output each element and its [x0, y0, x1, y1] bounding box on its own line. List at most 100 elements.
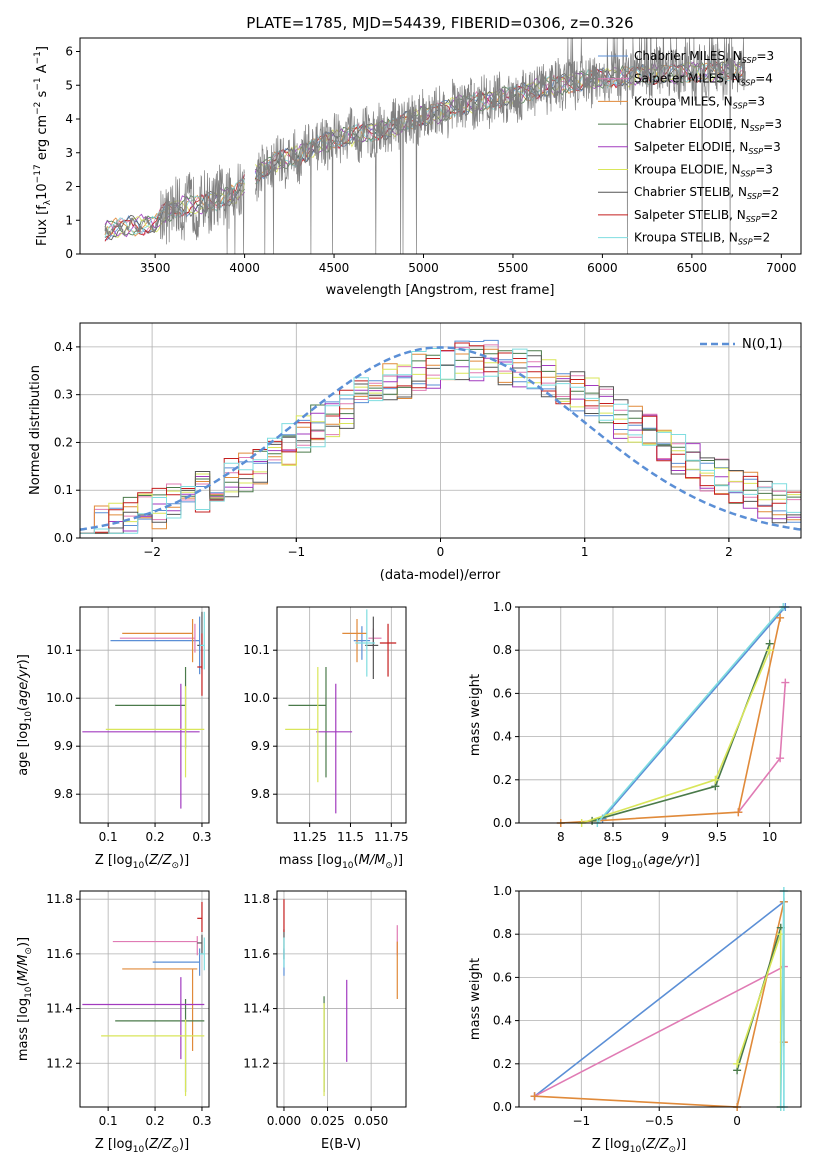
- x-tick-label: 11.5: [337, 830, 364, 844]
- y-tick-label: 10.0: [243, 691, 270, 705]
- x-tick-label: 4000: [229, 261, 260, 275]
- legend-label: Kroupa MILES, NSSP=3: [634, 94, 765, 110]
- x-tick-label: 7000: [766, 261, 797, 275]
- x-tick-label: 0.3: [192, 830, 211, 844]
- y-tick-label: 9.9: [54, 739, 73, 753]
- x-tick-label: −2: [143, 545, 161, 559]
- x-tick-label: −0.5: [645, 1114, 674, 1128]
- x-tick-label: 8.5: [603, 830, 622, 844]
- legend-label: Kroupa ELODIE, NSSP=3: [634, 163, 773, 179]
- x-tick-label: 0.1: [99, 1114, 118, 1128]
- x-tick-label: 1: [581, 545, 589, 559]
- spectrum-frame: [79, 37, 802, 255]
- y-tick-label: 0.0: [493, 1100, 512, 1114]
- panel-frame: [518, 890, 802, 1108]
- series-marker: [765, 646, 774, 655]
- normal-legend-label: N(0,1): [742, 337, 783, 352]
- y-tick-label: 11.6: [46, 947, 73, 961]
- y-tick-label: 9.8: [54, 787, 73, 801]
- series-marker: [711, 775, 720, 784]
- series-marker: [530, 1092, 539, 1101]
- y-tick-label: 4: [65, 112, 73, 126]
- residual-histogram: [80, 348, 801, 534]
- series-marker: [776, 754, 785, 763]
- legend-label: Chabrier STELIB, NSSP=2: [634, 185, 779, 201]
- y-tick-label: 9.8: [251, 787, 270, 801]
- figure-title: PLATE=1785, MJD=54439, FIBERID=0306, z=0…: [246, 14, 633, 32]
- weight-vs-age-panel: 8 8.5 9 9.5 10 0.0 0.2 0.4 0.6 0.8 1.0: [493, 600, 802, 844]
- y-tick-label: 0: [65, 247, 73, 261]
- y-tick-label: 10.1: [46, 643, 73, 657]
- age-vs-mass-panel: 11.25 11.5 11.75 9.8 9.9 10.0 10.1: [243, 606, 408, 844]
- series-line: [591, 643, 771, 822]
- legend-label: Salpeter ELODIE, NSSP=3: [634, 140, 781, 156]
- y-tick-label: 10.1: [243, 643, 270, 657]
- mass-vs-z-xlabel: Z [log10(Z/Z⊙)]: [95, 1137, 189, 1155]
- residuals-panel: −2 −1 0 1 2 0.0 0.1 0.2 0.3 0.4 N(0,1) (data-mode…: [28, 322, 802, 583]
- x-tick-label: 3500: [140, 261, 171, 275]
- series-marker: [781, 678, 790, 687]
- weight-vs-age-ylabel: mass weight: [468, 674, 483, 756]
- spectrum-panel: 3500 4000 4500 5000 5500 6000 6500 70000123456 …: [33, 37, 802, 298]
- x-tick-label: 6500: [677, 261, 708, 275]
- spectrum-data: [104, 37, 746, 255]
- y-tick-label: 0.1: [54, 483, 73, 497]
- age-vs-mass-xlabel: mass [log10(M/M⊙)]: [279, 853, 403, 871]
- x-tick-label: 11.25: [292, 830, 326, 844]
- series-marker: [733, 1059, 742, 1068]
- x-tick-label: 5500: [498, 261, 529, 275]
- age-vs-z-ylabel: age [log10(age/yr)]: [16, 654, 34, 776]
- spectrum-axes: 3500 4000 4500 5000 5500 6000 6500 7000 0 1 2 3 4 5 6: [65, 45, 796, 276]
- observed-spectrum: [104, 37, 746, 255]
- x-tick-label: −1: [572, 1114, 590, 1128]
- legend-label: Kroupa STELIB, NSSP=2: [634, 231, 770, 247]
- spectrum-xlabel: wavelength [Angstrom, rest frame]: [326, 283, 555, 298]
- residuals-xlabel: (data-model)/error: [380, 568, 501, 583]
- y-tick-label: 9.9: [251, 739, 270, 753]
- weight-vs-z-xlabel: Z [log10(Z/Z⊙)]: [592, 1137, 686, 1155]
- y-tick-label: 11.6: [243, 947, 270, 961]
- y-tick-label: 0.4: [54, 340, 73, 354]
- legend-label: Chabrier MILES, NSSP=3: [634, 49, 774, 65]
- x-tick-label: 0.1: [99, 830, 118, 844]
- x-tick-label: 4500: [319, 261, 350, 275]
- weight-vs-metallicity-panel: −1 −0.5 0 0.0 0.2 0.4 0.6 0.8 1.0: [493, 884, 802, 1128]
- panel-frame: [276, 606, 407, 824]
- y-tick-label: 3: [65, 146, 73, 160]
- panel-frame: [79, 890, 210, 1108]
- axis-labels: Z [log10(Z/Z⊙)] age [log10(age/yr)] mass…: [16, 654, 700, 1155]
- series-line: [534, 901, 785, 1097]
- x-tick-label: 0.025: [310, 1114, 344, 1128]
- x-tick-label: 0.3: [192, 1114, 211, 1128]
- x-tick-label: 0.000: [267, 1114, 301, 1128]
- weight-vs-age-xlabel: age [log10(age/yr)]: [578, 853, 700, 871]
- mass-vs-z-ylabel: mass [log10(M/M⊙)]: [16, 937, 34, 1061]
- x-tick-label: 8: [557, 830, 565, 844]
- residuals-histograms: [80, 339, 801, 534]
- x-tick-label: 11.75: [374, 830, 408, 844]
- y-tick-label: 2: [65, 180, 73, 194]
- y-tick-label: 10.0: [46, 691, 73, 705]
- y-tick-label: 0.0: [493, 816, 512, 830]
- x-tick-label: 10: [762, 830, 777, 844]
- y-tick-label: 11.4: [46, 1002, 73, 1016]
- y-tick-label: 0.8: [493, 927, 512, 941]
- spectrum-legend: Chabrier MILES, NSSP=3 Salpeter MILES, NS…: [598, 49, 782, 247]
- y-tick-label: 0.2: [54, 435, 73, 449]
- y-tick-label: 0.4: [493, 1014, 512, 1028]
- series-line: [534, 965, 785, 1097]
- series-marker: [776, 613, 785, 622]
- spectrum-ylabel: Flux [fλ10−17 erg cm−2 s−1 A−1]: [33, 46, 53, 246]
- panel-frame: [518, 606, 802, 824]
- y-tick-label: 0.3: [54, 388, 73, 402]
- weight-vs-z-ylabel: mass weight: [468, 958, 483, 1040]
- y-tick-label: 11.2: [243, 1056, 270, 1070]
- x-tick-label: 9: [661, 830, 669, 844]
- y-tick-label: 1.0: [493, 884, 512, 898]
- y-tick-label: 11.2: [46, 1056, 73, 1070]
- y-tick-label: 5: [65, 78, 73, 92]
- y-tick-label: 0.8: [493, 643, 512, 657]
- panel-frame: [79, 606, 210, 824]
- age-vs-metallicity-panel: 0.1 0.2 0.3 9.8 9.9 10.0 10.1: [46, 606, 212, 844]
